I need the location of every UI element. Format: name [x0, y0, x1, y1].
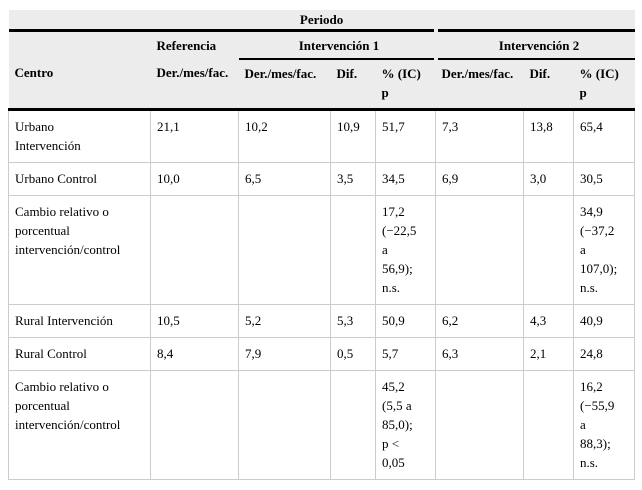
value-cell: 6,3	[435, 337, 524, 371]
table-title: Periodo	[8, 10, 635, 32]
column-header-int1-rate: Der./mes/fac.	[238, 59, 331, 111]
value-cell	[330, 370, 376, 480]
value-cell: 10,2	[238, 109, 331, 163]
group-header-referencia: Referencia	[150, 30, 239, 59]
value-cell: 10,5	[150, 304, 239, 338]
column-header-row: Centro Der./mes/fac. Der./mes/fac. Dif. …	[8, 59, 635, 111]
value-cell: 7,3	[435, 109, 524, 163]
column-header-ref-rate: Der./mes/fac.	[150, 59, 239, 111]
value-cell: 2,1	[523, 337, 574, 371]
table-body: Urbano Intervención 21,1 10,2 10,9 51,7 7,3 13…	[8, 109, 636, 480]
value-cell	[435, 370, 524, 480]
value-cell	[238, 195, 331, 305]
table-title-row: Periodo	[8, 10, 635, 32]
group-header-empty	[8, 30, 151, 59]
value-cell	[330, 195, 376, 305]
column-header-int2-pct: % (IC) p	[573, 59, 635, 111]
value-cell: 16,2 (−55,9 a 88,3); n.s.	[572, 370, 636, 480]
row-label-cell: Urbano Intervención	[8, 109, 151, 163]
table-row: Rural Intervención 10,5 5,2 5,3 50,9 6,2 4,3 40…	[8, 304, 636, 338]
value-cell	[523, 370, 574, 480]
value-cell: 51,7	[375, 109, 436, 163]
value-cell: 13,8	[523, 109, 574, 163]
row-label-cell: Urbano Control	[8, 162, 151, 196]
column-header-int1-pct: % (IC) p	[375, 59, 436, 111]
value-cell: 10,9	[330, 109, 376, 163]
value-cell: 50,9	[375, 304, 436, 338]
row-label-cell: Cambio relativo o porcentual intervenció…	[8, 370, 151, 480]
value-cell: 34,9 (−37,2 a 107,0); n.s.	[572, 195, 636, 305]
group-header-row: Referencia Intervención 1 Intervención 2	[8, 30, 635, 60]
table-row: Cambio relativo o porcentual intervenció…	[8, 370, 636, 480]
value-cell: 45,2 (5,5 a 85,0); p < 0,05	[375, 370, 436, 480]
row-label-cell: Rural Control	[8, 337, 151, 371]
value-cell	[150, 195, 239, 305]
table-row: Urbano Intervención 21,1 10,2 10,9 51,7 7,3 13…	[8, 109, 636, 163]
value-cell: 3,0	[523, 162, 574, 196]
table-row: Rural Control 8,4 7,9 0,5 5,7 6,3 2,1 24,8	[8, 337, 636, 371]
results-table-container: Periodo Referencia Intervención 1 Interv…	[8, 10, 636, 480]
value-cell: 40,9	[572, 304, 636, 338]
value-cell: 3,5	[330, 162, 376, 196]
value-cell: 21,1	[150, 109, 239, 163]
value-cell: 6,2	[435, 304, 524, 338]
value-cell: 4,3	[523, 304, 574, 338]
column-header-int2-rate: Der./mes/fac.	[435, 59, 524, 111]
value-cell: 5,3	[330, 304, 376, 338]
value-cell	[150, 370, 239, 480]
row-label-cell: Rural Intervención	[8, 304, 151, 338]
results-table: Periodo Referencia Intervención 1 Interv…	[8, 10, 636, 480]
value-cell: 34,5	[375, 162, 436, 196]
group-header-intervencion-1: Intervención 1	[238, 30, 436, 60]
value-cell: 24,8	[572, 337, 636, 371]
value-cell	[238, 370, 331, 480]
value-cell: 5,2	[238, 304, 331, 338]
table-row: Urbano Control 10,0 6,5 3,5 34,5 6,9 3,0 30,5	[8, 162, 636, 196]
value-cell: 17,2 (−22,5 a 56,9); n.s.	[375, 195, 436, 305]
value-cell: 6,5	[238, 162, 331, 196]
column-header-int1-dif: Dif.	[330, 59, 376, 111]
value-cell: 10,0	[150, 162, 239, 196]
value-cell	[523, 195, 574, 305]
value-cell: 0,5	[330, 337, 376, 371]
value-cell: 8,4	[150, 337, 239, 371]
row-label-cell: Cambio relativo o porcentual intervenció…	[8, 195, 151, 305]
value-cell	[435, 195, 524, 305]
value-cell: 6,9	[435, 162, 524, 196]
value-cell: 30,5	[572, 162, 636, 196]
value-cell: 7,9	[238, 337, 331, 371]
column-header-int2-dif: Dif.	[523, 59, 574, 111]
column-header-centro: Centro	[8, 59, 151, 111]
group-header-intervencion-2: Intervención 2	[433, 30, 635, 60]
value-cell: 65,4	[572, 109, 636, 163]
value-cell: 5,7	[375, 337, 436, 371]
table-row: Cambio relativo o porcentual intervenció…	[8, 195, 636, 305]
